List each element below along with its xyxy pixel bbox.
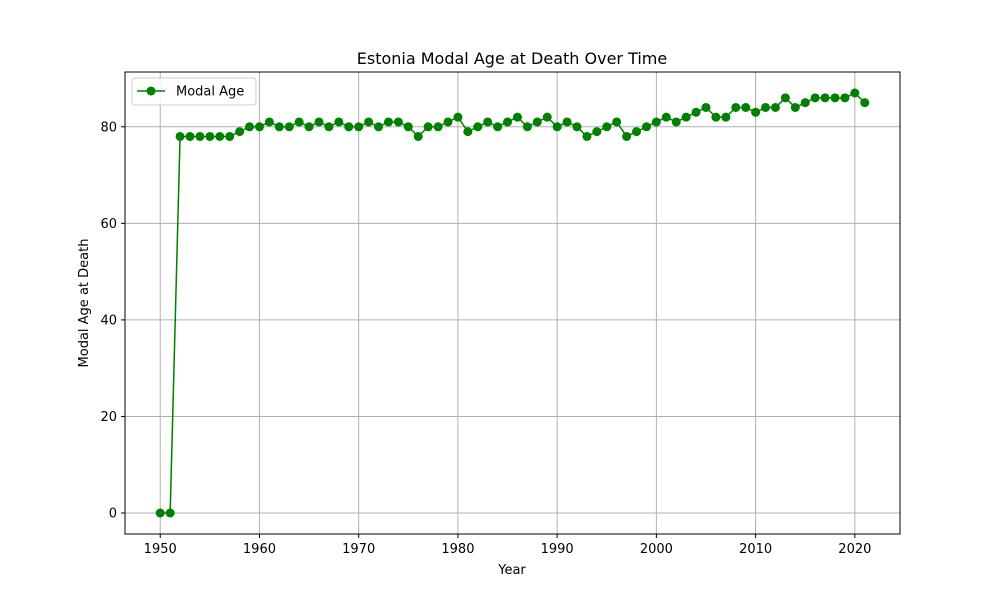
data-point — [344, 122, 354, 132]
data-point — [324, 122, 334, 132]
data-point — [840, 93, 850, 103]
data-point — [175, 131, 185, 141]
data-point — [850, 88, 860, 98]
data-point — [681, 112, 691, 122]
x-tick-label: 1970 — [342, 542, 375, 557]
data-point — [602, 122, 612, 132]
x-tick-label: 1990 — [541, 542, 574, 557]
data-point — [473, 122, 483, 132]
grid-lines — [125, 72, 900, 534]
data-point — [701, 102, 711, 112]
data-point — [820, 93, 830, 103]
data-point — [751, 107, 761, 117]
data-point — [562, 117, 572, 127]
data-point — [294, 117, 304, 127]
data-point — [572, 122, 582, 132]
data-point — [403, 122, 413, 132]
data-point — [254, 122, 264, 132]
data-point — [453, 112, 463, 122]
legend-label: Modal Age — [176, 85, 244, 100]
data-point — [503, 117, 513, 127]
data-point — [661, 112, 671, 122]
data-point — [582, 131, 592, 141]
x-tick-label: 2010 — [739, 542, 772, 557]
data-point — [691, 107, 701, 117]
data-point — [790, 102, 800, 112]
data-point — [215, 131, 225, 141]
data-point — [592, 127, 602, 137]
data-point — [284, 122, 294, 132]
data-point — [542, 112, 552, 122]
data-point — [264, 117, 274, 127]
legend-box — [131, 77, 257, 106]
data-point — [364, 117, 374, 127]
x-tick-label: 1950 — [144, 542, 177, 557]
data-point — [731, 102, 741, 112]
y-tick-label: 20 — [100, 410, 117, 425]
data-point — [413, 131, 423, 141]
data-point — [622, 131, 632, 141]
data-point — [235, 127, 245, 137]
data-point — [314, 117, 324, 127]
x-tick-label: 2000 — [640, 542, 673, 557]
data-point — [274, 122, 284, 132]
data-point — [155, 508, 165, 518]
data-point — [721, 112, 731, 122]
data-point — [641, 122, 651, 132]
data-point — [483, 117, 493, 127]
data-point — [463, 127, 473, 137]
data-point — [195, 131, 205, 141]
data-point — [522, 122, 532, 132]
plot-frame — [124, 71, 901, 535]
data-point — [393, 117, 403, 127]
data-point — [165, 508, 175, 518]
data-point — [780, 93, 790, 103]
y-tick-label: 40 — [100, 313, 117, 328]
data-point — [304, 122, 314, 132]
y-tick-label: 80 — [100, 120, 117, 135]
data-point — [354, 122, 364, 132]
data-point — [632, 127, 642, 137]
x-tick-label: 1960 — [243, 542, 276, 557]
y-tick-label: 60 — [100, 217, 117, 232]
data-point — [761, 102, 771, 112]
data-point — [741, 102, 751, 112]
y-tick-label: 0 — [109, 507, 117, 522]
x-tick-label: 2020 — [838, 542, 871, 557]
data-point — [423, 122, 433, 132]
data-point — [651, 117, 661, 127]
legend: Modal Age — [131, 77, 257, 106]
legend-marker-swatch — [146, 86, 156, 96]
data-point — [185, 131, 195, 141]
data-point — [245, 122, 255, 132]
data-point — [493, 122, 503, 132]
data-point — [800, 98, 810, 108]
data-point — [671, 117, 681, 127]
data-point — [225, 131, 235, 141]
data-point — [810, 93, 820, 103]
series-layer — [155, 88, 870, 518]
y-axis-title: Modal Age at Death — [77, 239, 92, 368]
data-point — [830, 93, 840, 103]
chart-title: Estonia Modal Age at Death Over Time — [357, 49, 667, 68]
data-point — [205, 131, 215, 141]
data-point — [860, 98, 870, 108]
data-point — [443, 117, 453, 127]
x-tick-label: 1980 — [441, 542, 474, 557]
x-axis-title: Year — [497, 563, 526, 578]
data-point — [383, 117, 393, 127]
data-point — [770, 102, 780, 112]
data-point — [711, 112, 721, 122]
axis-ticks: 1950 1960 1970 1980 1990 2000 2010 2020 0 20 40 60 8… — [100, 120, 871, 557]
data-point — [512, 112, 522, 122]
data-point — [334, 117, 344, 127]
data-point — [612, 117, 622, 127]
data-point — [433, 122, 443, 132]
data-point — [552, 122, 562, 132]
data-point — [374, 122, 384, 132]
data-point — [532, 117, 542, 127]
